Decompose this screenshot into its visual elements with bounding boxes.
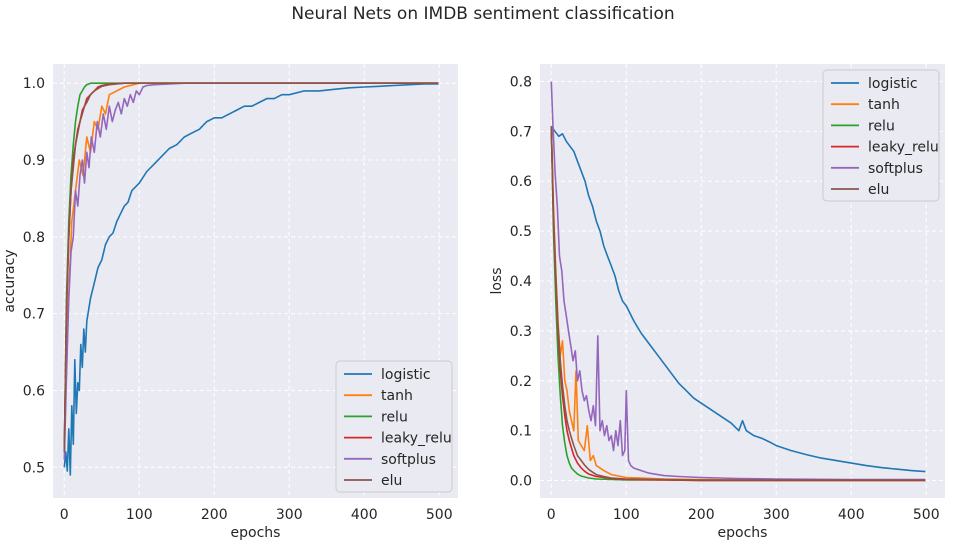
legend-label-softplus: softplus xyxy=(868,161,923,177)
x-tick-label: 400 xyxy=(838,507,865,523)
legend-label-tanh: tanh xyxy=(381,388,413,404)
y-tick-label: 0.8 xyxy=(23,230,45,246)
y-tick-label: 0.7 xyxy=(510,124,532,140)
x-tick-label: 100 xyxy=(126,507,153,523)
x-tick-label: 100 xyxy=(613,507,640,523)
x-tick-label: 300 xyxy=(276,507,303,523)
series-line-tanh xyxy=(550,126,926,481)
x-axis-label: epochs xyxy=(231,525,281,541)
x-tick-label: 0 xyxy=(60,507,69,523)
legend-label-leaky-relu: leaky_relu xyxy=(381,431,452,447)
series-lines xyxy=(63,82,439,476)
y-tick-label: 0.3 xyxy=(510,324,532,340)
legend-label-tanh: tanh xyxy=(868,97,900,113)
x-tick-label: 300 xyxy=(763,507,790,523)
y-tick-label: 1.0 xyxy=(23,76,45,92)
series-line-logistic xyxy=(63,83,439,476)
x-tick-label: 400 xyxy=(351,507,378,523)
legend-label-leaky-relu: leaky_relu xyxy=(868,140,939,156)
y-tick-label: 0.8 xyxy=(510,74,532,90)
legend: logistic tanh relu leaky_relu softplus elu xyxy=(822,69,940,202)
y-tick-label: 0.7 xyxy=(23,307,45,323)
legend-label-elu: elu xyxy=(381,473,402,489)
legend-label-softplus: softplus xyxy=(381,452,436,468)
x-tick-label: 200 xyxy=(688,507,715,523)
x-tick-label: 500 xyxy=(426,507,453,523)
y-tick-label: 0.2 xyxy=(510,374,532,390)
y-axis-label: loss xyxy=(489,267,505,294)
x-tick-label: 500 xyxy=(913,507,940,523)
legend: logistic tanh relu leaky_relu softplus elu xyxy=(335,360,453,493)
y-tick-label: 0.0 xyxy=(510,474,532,490)
legend-label-relu: relu xyxy=(381,409,408,425)
y-tick-label: 0.6 xyxy=(510,174,532,190)
y-tick-label: 0.6 xyxy=(23,383,45,399)
x-axis-label: epochs xyxy=(718,525,768,541)
x-tick-label: 200 xyxy=(201,507,228,523)
series-line-elu xyxy=(550,126,926,481)
series-line-softplus xyxy=(550,81,926,481)
legend-label-relu: relu xyxy=(868,118,895,134)
y-axis-label: accuracy xyxy=(2,249,18,312)
y-tick-label: 0.5 xyxy=(23,460,45,476)
legend-label-logistic: logistic xyxy=(381,367,431,383)
series-line-logistic xyxy=(550,125,926,473)
legend-label-elu: elu xyxy=(868,182,889,198)
series-line-elu xyxy=(63,82,439,452)
y-tick-label: 0.4 xyxy=(510,274,532,290)
y-tick-label: 0.5 xyxy=(510,224,532,240)
loss-chart: 0 100 200 300 400 500 0.0 0.1 0.2 0.3 0.4 0.5 0.6 0.7… xyxy=(489,64,945,541)
accuracy-chart: 0 100 200 300 400 500 0.5 0.6 0.7 0.8 0.9 1.0 epochs… xyxy=(2,64,458,541)
y-tick-label: 0.1 xyxy=(510,424,532,440)
series-lines xyxy=(550,81,926,482)
x-tick-label: 0 xyxy=(547,507,556,523)
y-tick-label: 0.9 xyxy=(23,153,45,169)
series-line-softplus xyxy=(63,82,439,460)
legend-label-logistic: logistic xyxy=(868,76,918,92)
figure-suptitle: Neural Nets on IMDB sentiment classifica… xyxy=(291,4,674,24)
